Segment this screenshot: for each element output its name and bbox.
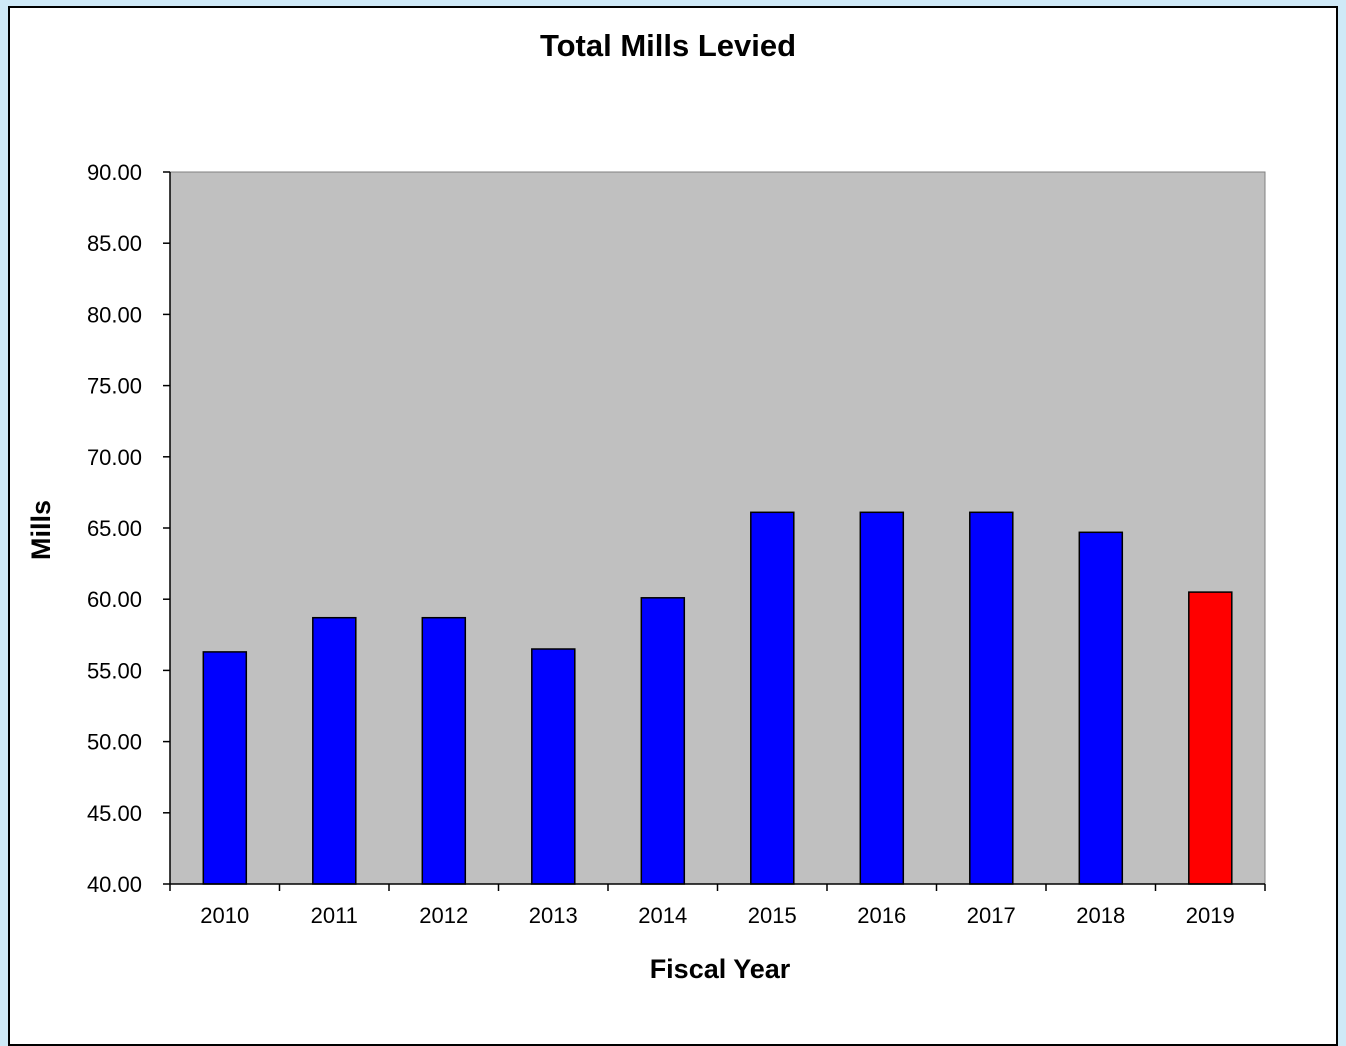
y-tick-label: 65.00 xyxy=(87,516,142,541)
bar-2010 xyxy=(202,651,248,885)
y-tick-label: 85.00 xyxy=(87,231,142,256)
x-tick-label: 2017 xyxy=(967,903,1016,928)
x-tick-label: 2012 xyxy=(419,903,468,928)
bar-2015 xyxy=(750,511,795,885)
bar-2013 xyxy=(531,648,576,885)
chart-title: Total Mills Levied xyxy=(540,28,796,63)
bar-2019 xyxy=(1188,591,1233,885)
x-tick-label: 2014 xyxy=(638,903,687,928)
bar-2017 xyxy=(969,511,1014,885)
x-tick-label: 2018 xyxy=(1076,903,1125,928)
x-tick-label: 2011 xyxy=(311,903,358,928)
y-tick-label: 50.00 xyxy=(87,730,142,755)
bar-2018 xyxy=(1078,531,1124,885)
bar-2014 xyxy=(640,597,686,885)
y-tick-label: 90.00 xyxy=(87,160,142,185)
bar-2012 xyxy=(421,616,467,885)
bar-2011 xyxy=(312,616,357,885)
x-tick-label: 2010 xyxy=(200,903,249,928)
y-tick-label: 70.00 xyxy=(87,445,142,470)
axes-group: 40.00 45.00 50.00 55.00 60.00 65.00 70.00 75.00… xyxy=(87,160,1266,928)
bar-2016 xyxy=(859,511,905,885)
bar-chart: Total Mills Levied 40.00 45.00 50.00 55.00 6… xyxy=(26,28,1266,984)
x-tick-label: 2015 xyxy=(748,903,797,928)
y-tick-label: 80.00 xyxy=(87,302,142,327)
x-tick-label: 2019 xyxy=(1186,903,1235,928)
x-axis-title: Fiscal Year xyxy=(650,954,791,984)
y-tick-label: 40.00 xyxy=(87,872,142,897)
x-tick-label: 2013 xyxy=(529,903,578,928)
y-tick-label: 75.00 xyxy=(87,374,142,399)
y-axis-title: Mills xyxy=(26,500,56,560)
y-tick-label: 45.00 xyxy=(87,801,142,826)
y-tick-label: 60.00 xyxy=(87,587,142,612)
bars-group xyxy=(202,511,1233,885)
y-tick-label: 55.00 xyxy=(87,658,142,683)
x-tick-label: 2016 xyxy=(857,903,906,928)
